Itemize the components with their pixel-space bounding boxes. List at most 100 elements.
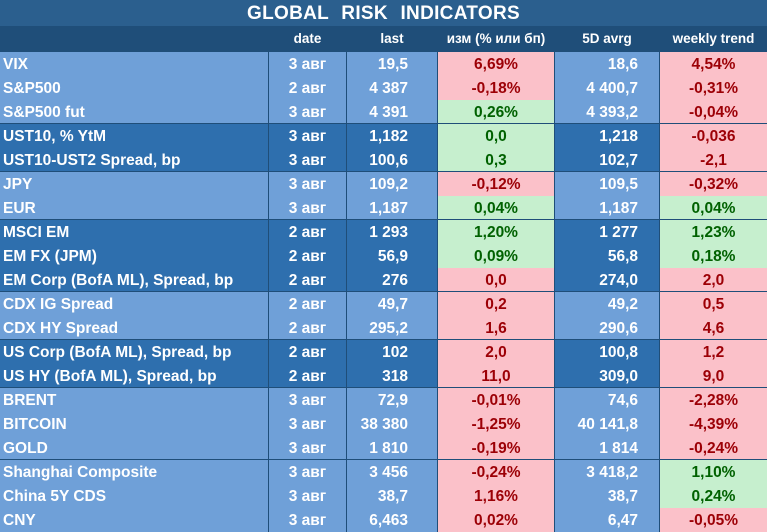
table-row: EM Corp (BofA ML), Spread, bp 2 авг 276 0,0… — [0, 268, 767, 292]
date-cell: 3 авг — [269, 172, 346, 196]
last-value: 1,182 — [347, 124, 437, 148]
change-value: 6,69% — [438, 52, 554, 76]
date-cell: 2 авг — [269, 364, 346, 388]
change-value: 1,16% — [438, 484, 554, 508]
change-value: 1,20% — [438, 220, 554, 244]
avg-5d-value: 102,7 — [555, 148, 659, 172]
date-cell: 2 авг — [269, 316, 346, 340]
avg-5d-value: 49,2 — [555, 292, 659, 316]
last-value: 1 810 — [347, 436, 437, 460]
change-value: 0,02% — [438, 508, 554, 532]
table-row: China 5Y CDS 3 авг 38,7 1,16% 38,7 0,24% — [0, 484, 767, 508]
indicator-name: VIX — [0, 52, 268, 76]
date-cell: 3 авг — [269, 148, 346, 172]
last-value: 1,187 — [347, 196, 437, 220]
avg-5d-value: 100,8 — [555, 340, 659, 364]
change-value: 0,04% — [438, 196, 554, 220]
indicator-name: CNY — [0, 508, 268, 532]
change-value: -0,19% — [438, 436, 554, 460]
avg-5d-value: 74,6 — [555, 388, 659, 412]
weekly-trend-value: 0,18% — [660, 244, 767, 268]
table-row: CNY 3 авг 6,463 0,02% 6,47 -0,05% — [0, 508, 767, 532]
date-cell: 2 авг — [269, 220, 346, 244]
last-value: 1 293 — [347, 220, 437, 244]
weekly-trend-value: 4,54% — [660, 52, 767, 76]
weekly-trend-value: 1,10% — [660, 460, 767, 484]
date-cell: 2 авг — [269, 268, 346, 292]
indicator-name: JPY — [0, 172, 268, 196]
indicator-name: UST10-UST2 Spread, bp — [0, 148, 268, 172]
change-value: 1,6 — [438, 316, 554, 340]
indicator-name: EM FX (JPM) — [0, 244, 268, 268]
indicator-name: EM Corp (BofA ML), Spread, bp — [0, 268, 268, 292]
weekly-trend-value: -0,32% — [660, 172, 767, 196]
weekly-trend-value: 1,23% — [660, 220, 767, 244]
table-row: CDX HY Spread 2 авг 295,2 1,6 290,6 4,6 — [0, 316, 767, 340]
last-value: 276 — [347, 268, 437, 292]
table-row: EUR 3 авг 1,187 0,04% 1,187 0,04% — [0, 196, 767, 220]
weekly-trend-value: -4,39% — [660, 412, 767, 436]
change-value: -0,24% — [438, 460, 554, 484]
date-cell: 2 авг — [269, 76, 346, 100]
change-value: 0,0 — [438, 268, 554, 292]
last-value: 102 — [347, 340, 437, 364]
change-value: 0,26% — [438, 100, 554, 124]
avg-5d-value: 4 393,2 — [555, 100, 659, 124]
header-row: date last изм (% или бп) 5D avrg weekly … — [0, 27, 767, 51]
avg-5d-value: 1 814 — [555, 436, 659, 460]
weekly-trend-value: -2,28% — [660, 388, 767, 412]
last-value: 109,2 — [347, 172, 437, 196]
table-row: US Corp (BofA ML), Spread, bp 2 авг 102 2,0… — [0, 340, 767, 364]
weekly-trend-value: 9,0 — [660, 364, 767, 388]
weekly-trend-value: -0,31% — [660, 76, 767, 100]
last-value: 38,7 — [347, 484, 437, 508]
change-value: 11,0 — [438, 364, 554, 388]
date-cell: 2 авг — [269, 244, 346, 268]
indicator-name: CDX IG Spread — [0, 292, 268, 316]
change-value: 0,3 — [438, 148, 554, 172]
weekly-trend-value: 2,0 — [660, 268, 767, 292]
avg-5d-value: 3 418,2 — [555, 460, 659, 484]
date-cell: 3 авг — [269, 412, 346, 436]
last-value: 6,463 — [347, 508, 437, 532]
indicator-name: MSCI EM — [0, 220, 268, 244]
last-value: 56,9 — [347, 244, 437, 268]
header-5d-average: 5D avrg — [555, 27, 659, 51]
avg-5d-value: 309,0 — [555, 364, 659, 388]
last-value: 318 — [347, 364, 437, 388]
change-value: -1,25% — [438, 412, 554, 436]
date-cell: 3 авг — [269, 124, 346, 148]
indicator-name: BRENT — [0, 388, 268, 412]
weekly-trend-value: 4,6 — [660, 316, 767, 340]
date-cell: 3 авг — [269, 508, 346, 532]
indicator-name: GOLD — [0, 436, 268, 460]
table-row: EM FX (JPM) 2 авг 56,9 0,09% 56,8 0,18% — [0, 244, 767, 268]
table-row: Shanghai Composite 3 авг 3 456 -0,24% 3 418,… — [0, 460, 767, 484]
table-row: GOLD 3 авг 1 810 -0,19% 1 814 -0,24% — [0, 436, 767, 460]
weekly-trend-value: -0,24% — [660, 436, 767, 460]
last-value: 3 456 — [347, 460, 437, 484]
weekly-trend-value: 0,24% — [660, 484, 767, 508]
indicator-name: UST10, % YtM — [0, 124, 268, 148]
date-cell: 3 авг — [269, 460, 346, 484]
last-value: 295,2 — [347, 316, 437, 340]
last-value: 4 387 — [347, 76, 437, 100]
header-indicator — [0, 27, 268, 51]
avg-5d-value: 38,7 — [555, 484, 659, 508]
date-cell: 2 авг — [269, 340, 346, 364]
weekly-trend-value: -0,04% — [660, 100, 767, 124]
change-value: 0,0 — [438, 124, 554, 148]
table-row: S&P500 fut 3 авг 4 391 0,26% 4 393,2 -0,04% — [0, 100, 767, 124]
weekly-trend-value: -0,036 — [660, 124, 767, 148]
last-value: 100,6 — [347, 148, 437, 172]
table-row: UST10, % YtM 3 авг 1,182 0,0 1,218 -0,036 — [0, 124, 767, 148]
change-value: 0,09% — [438, 244, 554, 268]
header-date: date — [269, 27, 346, 51]
table-row: BITCOIN 3 авг 38 380 -1,25% 40 141,8 -4,39% — [0, 412, 767, 436]
date-cell: 3 авг — [269, 484, 346, 508]
indicator-name: S&P500 fut — [0, 100, 268, 124]
change-value: -0,01% — [438, 388, 554, 412]
avg-5d-value: 6,47 — [555, 508, 659, 532]
last-value: 19,5 — [347, 52, 437, 76]
